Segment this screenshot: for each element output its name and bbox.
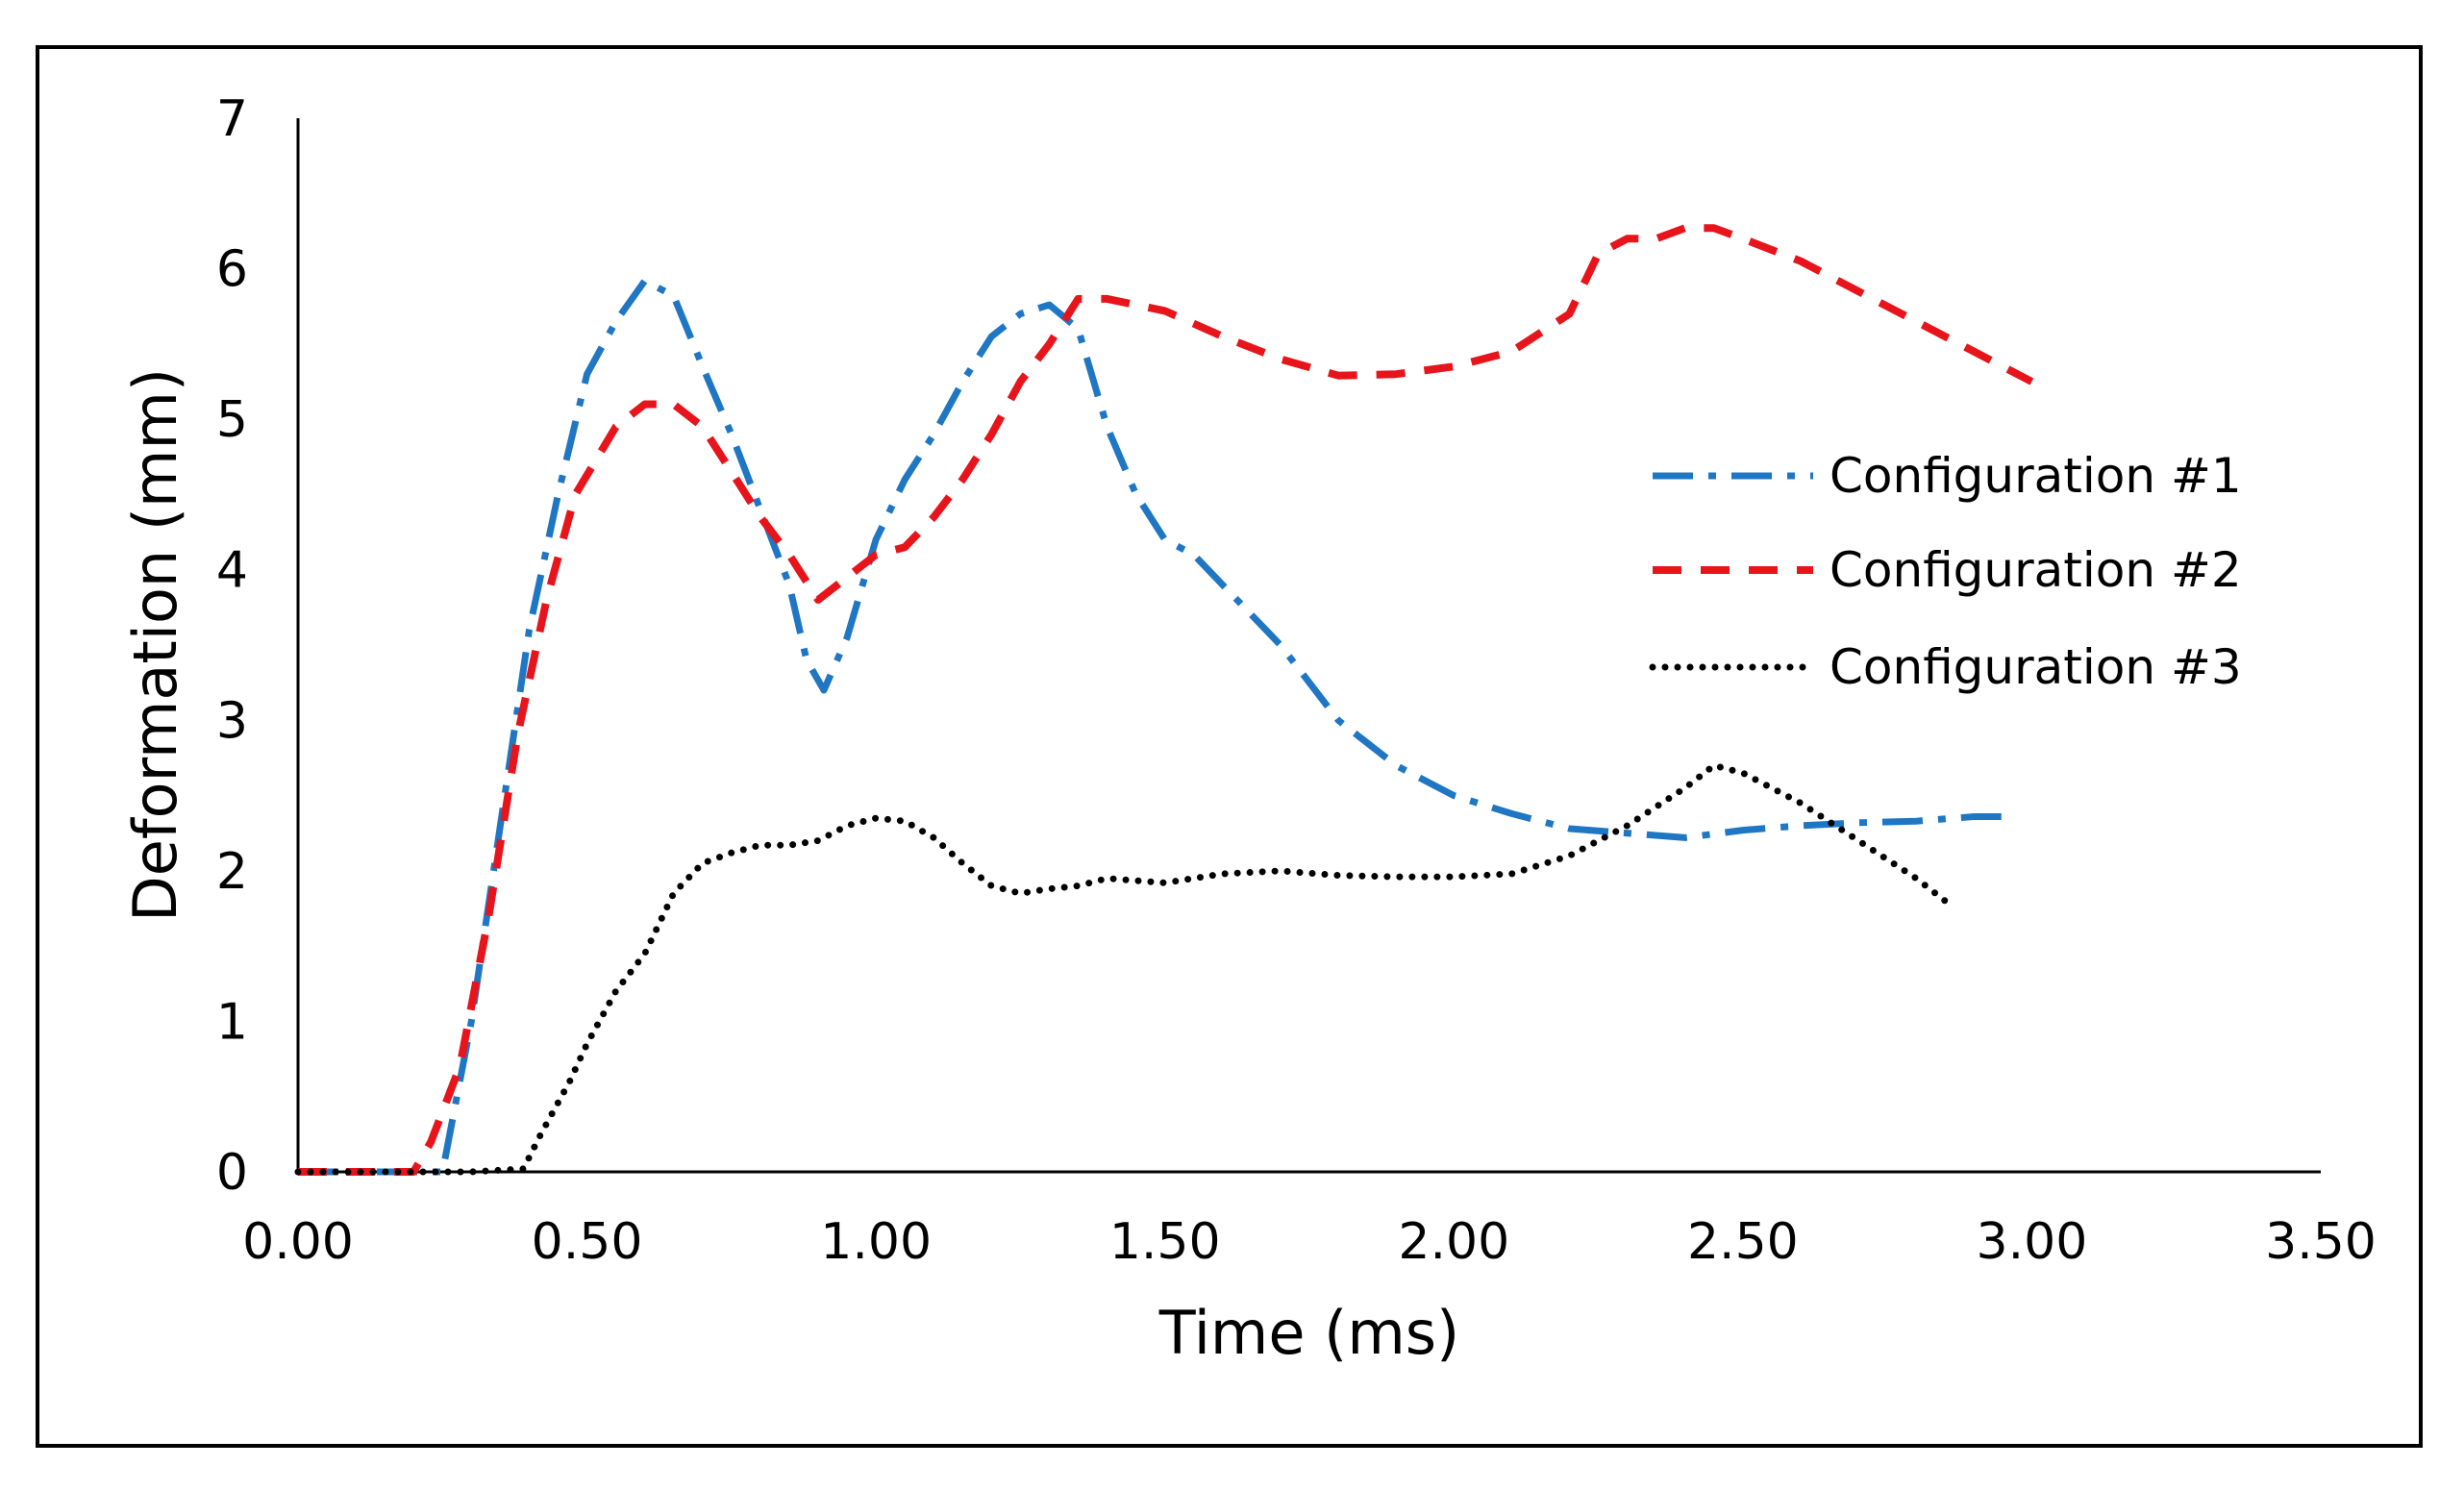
y-axis-title: Deformation (mm) xyxy=(120,368,190,922)
tick-labels: 0.00 0.50 1.00 1.50 2.00 2.50 3.00 3.50 0 1 2 3 4 5 6 7 xyxy=(216,90,2377,1271)
x-tick-label: 3.00 xyxy=(1977,1213,2088,1271)
line-chart: 0.00 0.50 1.00 1.50 2.00 2.50 3.00 3.50 0 1 2 3 4 5 6 7… xyxy=(120,90,2377,1368)
y-tick-label: 1 xyxy=(216,993,248,1051)
axes xyxy=(296,118,2321,1174)
series-line-config-3 xyxy=(294,761,1949,1176)
x-tick-label: 1.00 xyxy=(820,1213,932,1271)
legend-label-config-3: Configuration #3 xyxy=(1829,639,2242,695)
chart-frame: 0.00 0.50 1.00 1.50 2.00 2.50 3.00 3.50 0 1 2 3 4 5 6 7… xyxy=(36,45,2423,1448)
y-tick-label: 0 xyxy=(216,1144,248,1202)
series-line-config-1 xyxy=(298,277,2004,1176)
y-tick-label: 5 xyxy=(216,391,248,449)
legend-label-config-1: Configuration #1 xyxy=(1829,448,2242,504)
x-tick-label: 2.50 xyxy=(1687,1213,1799,1271)
y-tick-label: 6 xyxy=(216,241,248,299)
x-tick-label: 2.00 xyxy=(1398,1213,1509,1271)
y-tick-label: 3 xyxy=(216,692,248,750)
series-line-config-2 xyxy=(298,224,2034,1176)
legend-label-config-2: Configuration #2 xyxy=(1829,542,2242,598)
x-tick-label: 3.50 xyxy=(2265,1213,2377,1271)
x-tick-label: 0.50 xyxy=(532,1213,643,1271)
y-tick-label: 2 xyxy=(216,843,248,901)
x-tick-label: 1.50 xyxy=(1109,1213,1221,1271)
y-tick-label: 4 xyxy=(216,542,248,600)
x-axis-title: Time (ms) xyxy=(1158,1298,1460,1368)
series-layer xyxy=(294,224,2034,1176)
legend: Configuration #1 Configuration #2 Configur… xyxy=(1649,448,2242,695)
x-tick-label: 0.00 xyxy=(242,1213,354,1271)
y-tick-label: 7 xyxy=(216,90,248,148)
